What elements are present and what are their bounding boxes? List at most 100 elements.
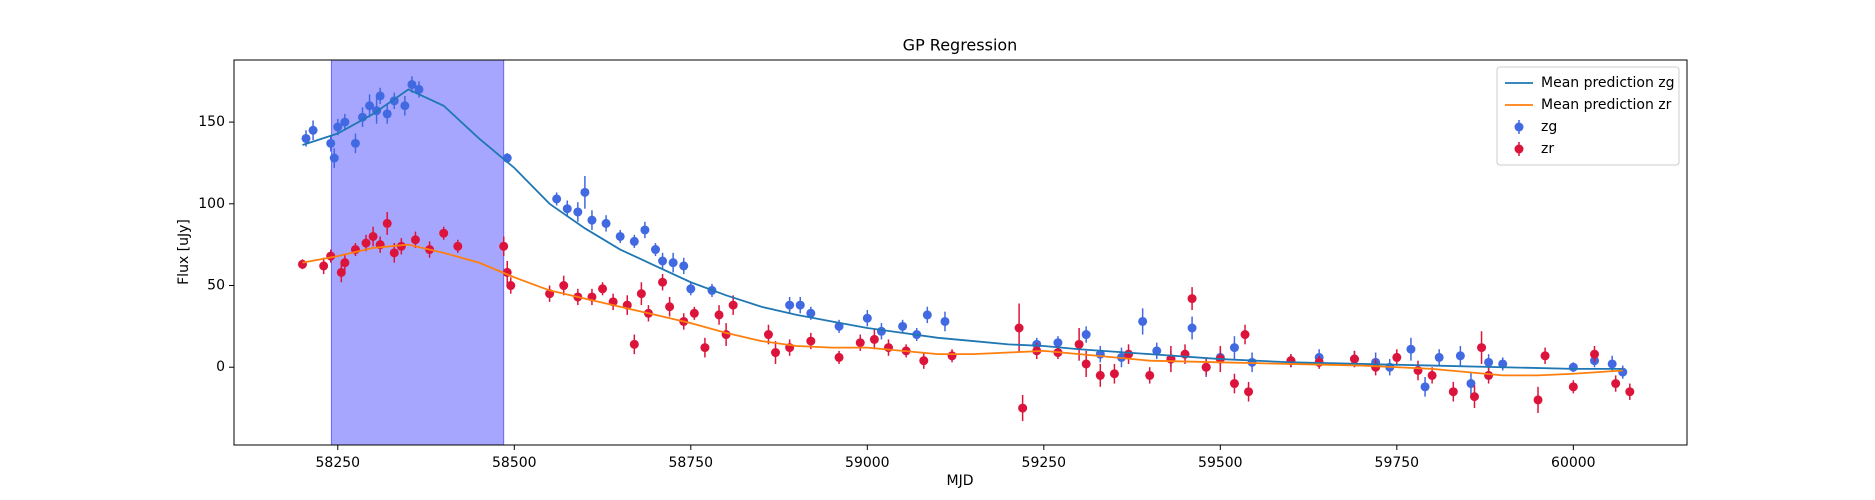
data-point xyxy=(1145,370,1155,380)
data-point xyxy=(1124,349,1134,359)
data-point xyxy=(601,218,611,228)
data-point xyxy=(1406,344,1416,354)
data-point xyxy=(1466,379,1476,389)
legend-marker xyxy=(1514,122,1524,132)
data-point xyxy=(1152,346,1162,356)
data-point xyxy=(922,310,932,320)
legend-marker xyxy=(1514,144,1524,154)
y-axis-label: Flux [uJy] xyxy=(176,219,192,285)
data-point xyxy=(400,101,410,111)
highlight-span xyxy=(330,59,505,446)
data-point xyxy=(297,259,307,269)
data-point xyxy=(1229,343,1239,353)
data-point xyxy=(329,153,339,163)
data-point xyxy=(615,231,625,241)
data-point xyxy=(862,313,872,323)
data-point xyxy=(382,109,392,119)
x-axis-label: MJD xyxy=(947,473,974,489)
data-point xyxy=(375,91,385,101)
x-tick-label: 59750 xyxy=(1375,455,1420,471)
data-point xyxy=(506,281,516,291)
data-point xyxy=(1240,330,1250,340)
data-point xyxy=(326,138,336,148)
data-point xyxy=(562,204,572,214)
data-point xyxy=(940,316,950,326)
data-point xyxy=(1081,359,1091,369)
data-point xyxy=(1427,370,1437,380)
data-point xyxy=(834,321,844,331)
data-point xyxy=(350,138,360,148)
legend-label: zr xyxy=(1541,141,1554,157)
data-point xyxy=(1448,387,1458,397)
data-point xyxy=(668,258,678,268)
data-point xyxy=(728,300,738,310)
data-point xyxy=(1607,359,1617,369)
data-point xyxy=(319,261,329,271)
data-point xyxy=(658,277,668,287)
y-tick-label: 0 xyxy=(216,359,225,375)
data-point xyxy=(499,241,509,251)
data-point xyxy=(1187,294,1197,304)
data-point xyxy=(1568,362,1578,372)
data-point xyxy=(1081,330,1091,340)
data-point xyxy=(559,281,569,291)
data-point xyxy=(580,187,590,197)
x-tick-label: 58500 xyxy=(492,455,537,471)
data-point xyxy=(439,228,449,238)
data-point xyxy=(1533,395,1543,405)
data-point xyxy=(361,238,371,248)
data-point xyxy=(1187,323,1197,333)
data-point xyxy=(1109,369,1119,379)
x-tick-label: 58250 xyxy=(316,455,361,471)
data-point xyxy=(806,336,816,346)
x-tick-label: 60000 xyxy=(1551,455,1596,471)
y-tick-label: 50 xyxy=(207,278,225,294)
data-point xyxy=(1477,343,1487,353)
data-point xyxy=(947,351,957,361)
data-point xyxy=(629,339,639,349)
mean-line xyxy=(302,88,1623,370)
data-point xyxy=(598,284,608,294)
data-point xyxy=(806,308,816,318)
data-point xyxy=(665,302,675,312)
data-point xyxy=(658,256,668,266)
data-point xyxy=(1420,382,1430,392)
legend-box xyxy=(1496,66,1680,166)
data-point xyxy=(785,300,795,310)
data-point xyxy=(407,80,417,90)
data-point xyxy=(1349,354,1359,364)
data-point xyxy=(382,218,392,228)
data-point xyxy=(686,284,696,294)
data-point xyxy=(301,133,311,143)
data-point xyxy=(1229,379,1239,389)
data-point xyxy=(629,236,639,246)
chart-title: GP Regression xyxy=(903,36,1018,55)
data-point xyxy=(763,330,773,340)
data-point xyxy=(650,245,660,255)
data-point xyxy=(336,267,346,277)
data-point xyxy=(552,194,562,204)
data-point xyxy=(414,84,424,94)
legend-label: Mean prediction zg xyxy=(1541,75,1675,91)
data-point xyxy=(795,300,805,310)
data-point xyxy=(453,241,463,251)
data-point xyxy=(679,261,689,271)
data-point xyxy=(368,231,378,241)
mean-line xyxy=(302,243,1623,377)
data-point xyxy=(834,352,844,362)
y-tick-label: 100 xyxy=(198,196,225,212)
data-point xyxy=(1469,392,1479,402)
data-point xyxy=(1568,382,1578,392)
data-point xyxy=(1484,370,1494,380)
data-point xyxy=(340,117,350,127)
data-point xyxy=(898,321,908,331)
data-point xyxy=(1053,338,1063,348)
x-tick-label: 59000 xyxy=(845,455,890,471)
data-point xyxy=(573,207,583,217)
data-point xyxy=(308,125,318,135)
data-point xyxy=(689,308,699,318)
data-point xyxy=(1074,339,1084,349)
data-point xyxy=(1625,387,1635,397)
data-point xyxy=(869,334,879,344)
